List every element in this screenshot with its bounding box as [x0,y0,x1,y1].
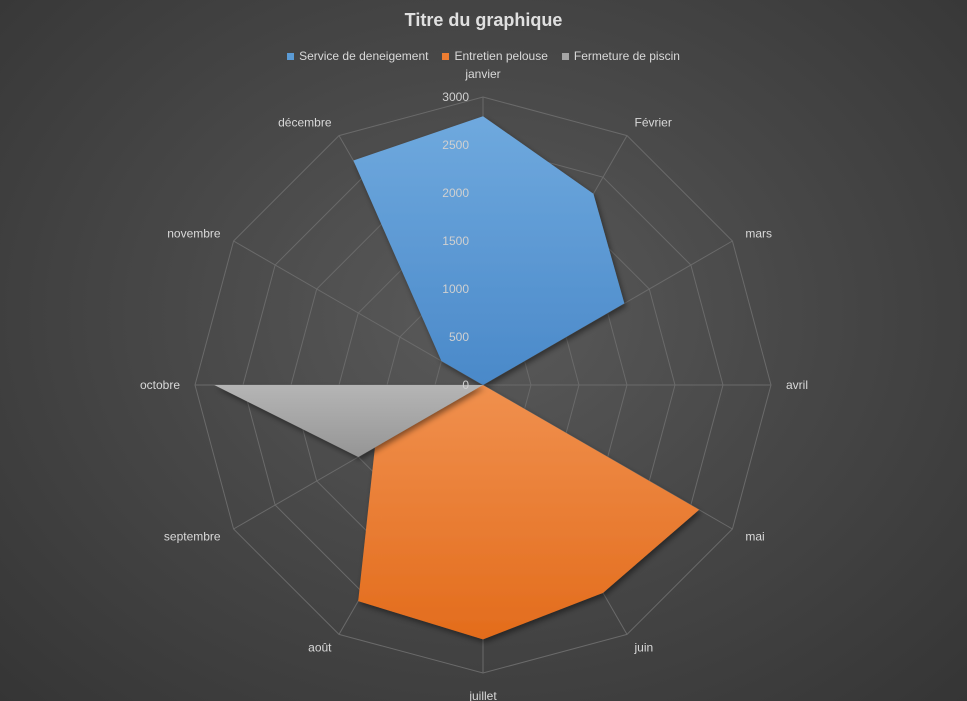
legend-swatch [442,52,450,60]
category-label: avril [786,378,808,392]
series-pool-closing [214,385,483,457]
legend-label: Service de deneigement [299,49,429,63]
category-label: juin [634,640,654,654]
category-label: janvier [464,67,500,81]
legend-item-lawn-care: Entretien pelouse [442,49,548,63]
category-label: juillet [468,689,497,701]
series-snow-removal [353,116,625,385]
legend-label: Entretien pelouse [454,49,548,63]
legend-swatch [561,52,569,60]
series-lawn-care [358,385,700,640]
category-label: septembre [164,530,221,544]
category-label: mars [745,227,772,241]
tick-label: 1500 [442,234,469,248]
chart-title: Titre du graphique [404,10,563,30]
tick-label: 0 [462,378,469,392]
tick-label: 1000 [442,282,469,296]
category-labels: janvier Février mars avril mai juin juillet aoû… [140,67,808,701]
tick-label: 3000 [442,90,469,104]
category-label: décembre [278,116,332,130]
radar-series [214,116,700,640]
tick-label: 2500 [442,138,469,152]
category-label: mai [745,530,764,544]
radial-axis-ticks: 0 500 1000 1500 2000 2500 3000 [442,90,469,392]
legend: Service de deneigement Entretien pelouse… [0,49,967,63]
legend-item-pool-closing: Fermeture de piscin [561,49,680,63]
legend-item-snow-removal: Service de deneigement [287,49,428,63]
tick-label: 2000 [442,186,469,200]
category-label: octobre [140,378,180,392]
legend-swatch [287,52,295,60]
category-label: Février [635,116,672,130]
legend-label: Fermeture de piscin [573,49,680,63]
category-label: août [308,640,332,654]
tick-label: 500 [449,330,469,344]
category-label: novembre [167,227,221,241]
